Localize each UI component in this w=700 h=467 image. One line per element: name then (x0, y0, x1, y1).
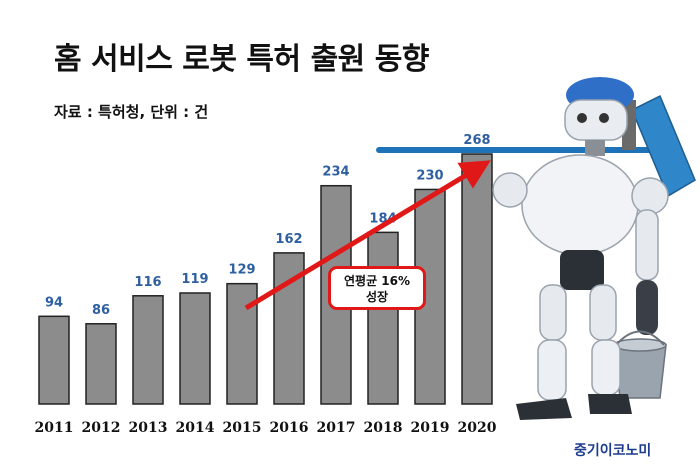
value-label-2016: 162 (275, 232, 302, 247)
robot-illustration (376, 77, 696, 420)
chart-title: 홈 서비스 로봇 특허 출원 동향 (54, 42, 429, 77)
value-label-2015: 129 (228, 263, 255, 278)
source-note: 자료 : 특허청, 단위 : 건 (54, 103, 209, 121)
year-label-2018: 2018 (364, 420, 403, 436)
value-label-2013: 116 (134, 275, 161, 290)
brand-logo-text: 중기이코노미 (574, 443, 652, 459)
trend-arrow (244, 160, 491, 311)
value-label-2017: 234 (322, 165, 349, 180)
value-label-2019: 230 (416, 168, 443, 183)
bar-2011 (38, 315, 70, 405)
callout-line2: 성장 (365, 290, 389, 304)
year-label-2020: 2020 (458, 420, 497, 436)
value-label-2012: 86 (92, 303, 110, 318)
growth-callout: 연평균 16% 성장 (328, 266, 426, 310)
year-label-2015: 2015 (223, 420, 262, 436)
year-label-2019: 2019 (411, 420, 450, 436)
bar-2020 (461, 153, 493, 405)
year-label-2012: 2012 (82, 420, 121, 436)
bar-2013 (132, 295, 164, 405)
bar-2018 (367, 231, 399, 405)
callout-line1: 연평균 16% (343, 274, 411, 288)
year-label-2013: 2013 (129, 420, 168, 436)
year-label-2016: 2016 (270, 420, 309, 436)
year-label-2014: 2014 (176, 420, 215, 436)
bar-2012 (85, 323, 117, 405)
year-label-2017: 2017 (317, 420, 356, 436)
bars-group: 94 2011 86 2012 116 2013 119 2014 129 2015 162 2016… (35, 133, 497, 436)
value-label-2020: 268 (463, 133, 490, 148)
value-label-2014: 119 (181, 272, 208, 287)
bar-2014 (179, 292, 211, 405)
year-label-2011: 2011 (35, 420, 74, 436)
value-label-2011: 94 (45, 295, 63, 310)
